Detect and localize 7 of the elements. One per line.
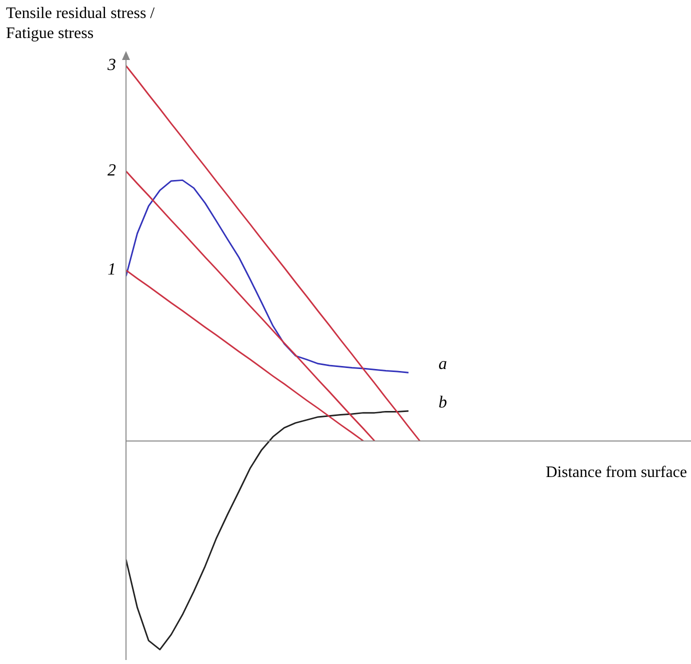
series-label: b bbox=[438, 392, 447, 412]
series-label: 1 bbox=[108, 260, 116, 279]
x-axis-title: Distance from surface bbox=[546, 464, 687, 482]
series-label: a bbox=[438, 354, 447, 374]
series-label: 2 bbox=[108, 160, 116, 180]
series-label: 3 bbox=[106, 55, 116, 74]
y-axis-title: Tensile residual stress / Fatigue stress bbox=[6, 4, 156, 44]
